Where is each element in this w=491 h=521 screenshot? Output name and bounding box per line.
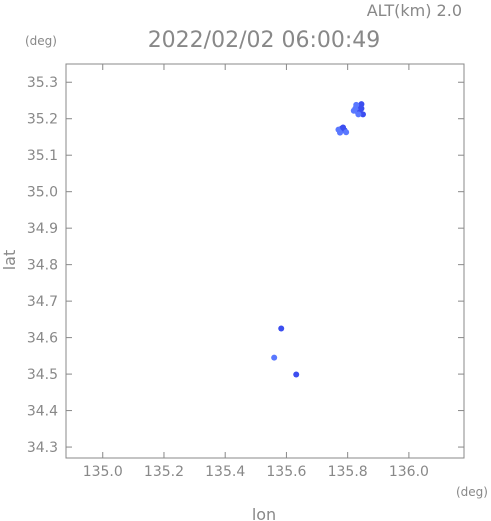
- data-point: [278, 325, 285, 332]
- x-tick-label: 135.0: [83, 464, 123, 480]
- data-point: [337, 129, 344, 136]
- x-tick-label: 135.2: [144, 464, 184, 480]
- data-point: [343, 129, 350, 136]
- y-tick-label: 35.0: [27, 185, 58, 201]
- x-axis-unit: (deg): [456, 485, 488, 499]
- x-tick-label: 136.0: [389, 464, 429, 480]
- x-tick-label: 135.8: [328, 464, 368, 480]
- y-axis-unit: (deg): [25, 34, 57, 48]
- data-point: [271, 354, 278, 361]
- data-points: [271, 101, 366, 378]
- y-axis-ticks: 34.3 34.4 34.5 34.6 34.7 34.8 34.9 35.0 35.1 35.2…: [27, 75, 464, 456]
- data-point: [359, 111, 366, 118]
- data-point: [340, 124, 347, 131]
- data-point: [355, 111, 362, 118]
- y-tick-label: 34.3: [27, 440, 58, 456]
- y-tick-label: 34.9: [27, 221, 58, 237]
- data-point: [350, 107, 357, 114]
- x-axis-label: lon: [252, 505, 276, 521]
- y-tick-label: 35.3: [27, 75, 58, 91]
- y-tick-label: 35.1: [27, 148, 58, 164]
- y-tick-label: 34.4: [27, 404, 58, 420]
- x-tick-label: 135.6: [266, 464, 306, 480]
- y-tick-label: 34.7: [27, 294, 58, 310]
- data-point: [293, 371, 300, 378]
- chart-title: 2022/02/02 06:00:49: [148, 28, 381, 53]
- y-tick-label: 34.5: [27, 367, 58, 383]
- data-point: [353, 101, 360, 108]
- x-tick-label: 135.4: [205, 464, 245, 480]
- x-axis-ticks: 135.0 135.2 135.4 135.6 135.8 136.0: [83, 64, 429, 480]
- y-tick-label: 35.2: [27, 112, 58, 128]
- chart-subtitle: ALT(km) 2.0: [367, 1, 462, 20]
- plot-frame: [65, 63, 465, 459]
- y-tick-label: 34.8: [27, 258, 58, 274]
- data-point: [358, 101, 365, 108]
- y-tick-label: 34.6: [27, 331, 58, 347]
- y-axis-label: lat: [0, 250, 19, 271]
